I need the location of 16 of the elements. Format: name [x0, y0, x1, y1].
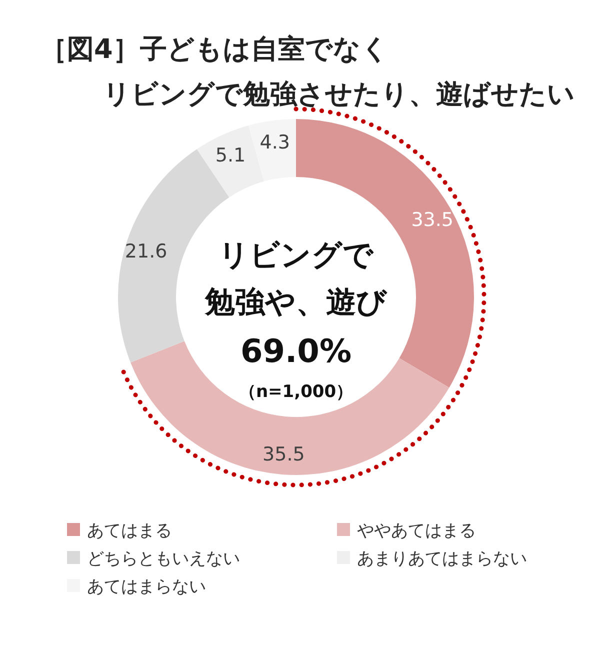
data-label: 5.1: [215, 144, 246, 166]
legend-label: ややあてはまる: [357, 521, 476, 541]
text: （n=1,000）: [238, 382, 354, 402]
data-label: 4.3: [260, 131, 290, 154]
chart-subtitle: リビングで勉強させたり、遊ばせたい: [103, 79, 575, 110]
data-label: 35.5: [262, 444, 305, 466]
legend-label: どちらともいえない: [87, 549, 240, 569]
text: 69.0%: [240, 332, 352, 370]
data-label: 33.5: [411, 209, 454, 232]
legend-label: あてはまらない: [87, 577, 206, 597]
text: リビングで: [218, 238, 374, 273]
chart-title: ［図4］子どもは自室でなく: [40, 34, 389, 65]
legend-label: あまりあてはまらない: [357, 549, 527, 569]
legend-label: あてはまる: [87, 521, 172, 541]
data-label: 21.6: [124, 240, 168, 262]
text: 勉強や、遊び: [204, 285, 388, 320]
